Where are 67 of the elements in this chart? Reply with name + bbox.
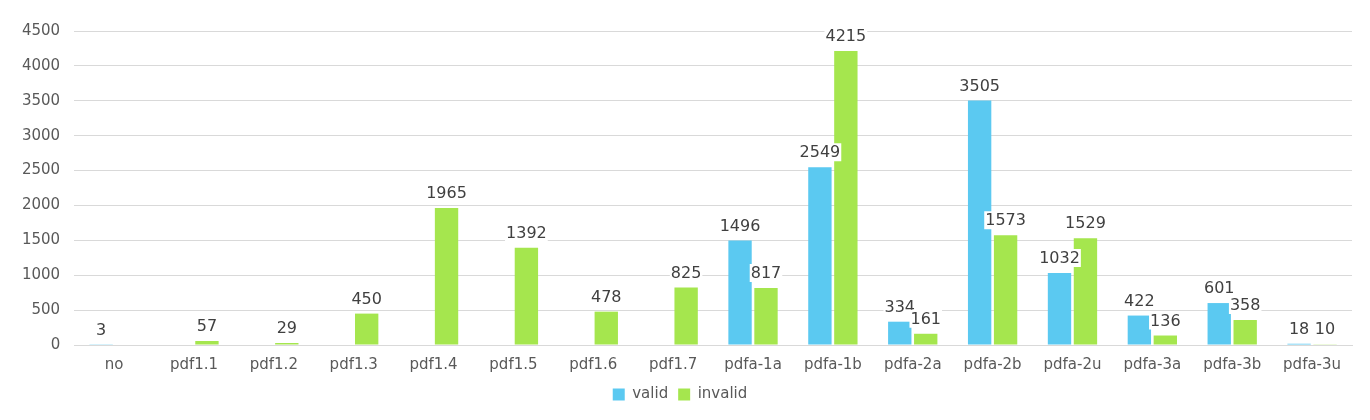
legend-label: invalid: [697, 384, 748, 403]
data-label: 422: [1124, 290, 1155, 310]
data-label: 18: [1288, 318, 1310, 338]
bar: [1207, 303, 1231, 345]
y-tick-label: 3500: [21, 90, 61, 109]
bar: [434, 207, 459, 345]
bar: [754, 287, 778, 345]
x-tick-label: pdfa-2a: [883, 354, 942, 373]
x-tick-label: pdf1.3: [329, 354, 378, 373]
x-tick-label: pdf1.1: [169, 354, 219, 373]
data-label: 1032: [1039, 248, 1080, 268]
data-label: 1496: [719, 215, 761, 235]
bar: [888, 321, 912, 345]
data-label: 10: [1314, 319, 1336, 339]
data-label: 136: [1150, 310, 1181, 330]
bar: [808, 167, 832, 345]
data-label: 817: [750, 263, 782, 283]
data-label: 2549: [799, 142, 841, 162]
y-tick-label: 500: [31, 300, 61, 318]
data-label: 1392: [506, 223, 547, 243]
data-label: 1529: [1065, 213, 1106, 233]
x-tick-label: pdfa-1b: [803, 354, 862, 373]
data-label: 358: [1229, 295, 1261, 315]
x-tick-label: pdf1.7: [649, 354, 698, 373]
bar: [674, 287, 698, 345]
data-label: 1965: [426, 183, 467, 203]
bar: [594, 311, 618, 345]
data-label: 1573: [985, 210, 1026, 230]
data-label: 825: [670, 262, 702, 282]
data-label: 478: [591, 286, 622, 306]
data-label: 450: [351, 288, 382, 308]
x-tick-label: pdfa-3u: [1283, 354, 1342, 373]
data-label: 29: [276, 318, 297, 338]
x-tick-label: pdfa-3a: [1123, 354, 1182, 373]
x-tick-label: pdf1.6: [569, 354, 618, 373]
y-tick-label: 2000: [21, 195, 61, 214]
legend-label: valid: [632, 384, 669, 403]
y-tick-label: 1500: [21, 230, 61, 249]
bar: [993, 235, 1018, 345]
y-tick-label: 1000: [21, 265, 61, 284]
data-label: 601: [1203, 278, 1235, 298]
y-tick-label: 4000: [21, 55, 61, 74]
x-tick-label: no: [104, 354, 124, 373]
x-tick-label: pdf1.4: [409, 354, 458, 373]
data-label: 4215: [825, 26, 867, 46]
x-tick-label: pdfa-1a: [724, 354, 782, 373]
data-label: 57: [196, 316, 218, 336]
x-tick-label: pdf1.5: [489, 354, 538, 373]
bar: [914, 333, 938, 345]
bar: [1233, 320, 1257, 345]
y-tick-label: 2500: [21, 160, 61, 179]
x-tick-label: pdfa-3b: [1203, 354, 1262, 373]
y-tick-label: 4500: [21, 20, 61, 39]
bar: [514, 247, 539, 345]
x-tick-label: pdfa-2u: [1043, 354, 1102, 373]
bar: [1047, 272, 1072, 345]
y-tick-label: 0: [50, 334, 61, 353]
data-label: 3505: [959, 75, 1000, 95]
bar: [1153, 335, 1177, 345]
x-tick-label: pdfa-2b: [963, 354, 1022, 373]
x-tick-label: pdf1.2: [249, 354, 298, 373]
bar: [1127, 315, 1152, 345]
bar: [728, 240, 752, 345]
bar: [355, 313, 379, 345]
data-label: 3: [96, 319, 107, 339]
y-tick-label: 3000: [21, 125, 61, 144]
bar: [195, 341, 219, 345]
